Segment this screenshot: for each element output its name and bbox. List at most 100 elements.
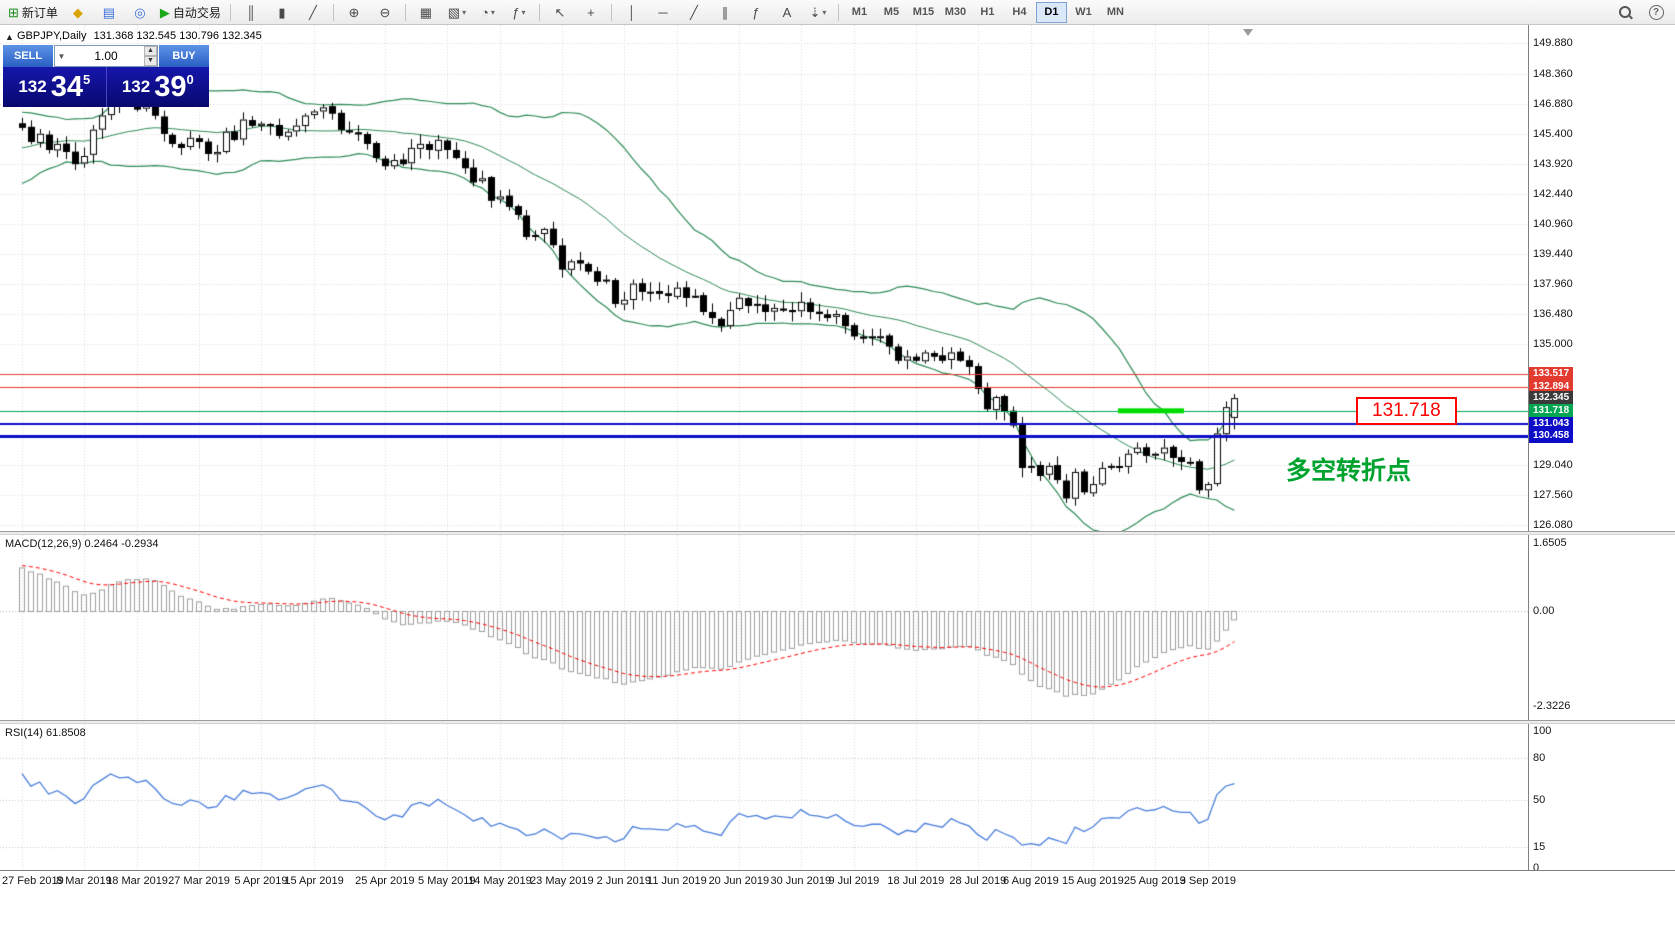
chart-shift-marker-icon[interactable] xyxy=(1243,29,1253,36)
trendline-icon: ╱ xyxy=(690,4,698,20)
rsi-canvas[interactable] xyxy=(0,724,1528,870)
arrows-button[interactable]: ⇣ ▾ xyxy=(803,1,833,24)
date-label: 3 Sep 2019 xyxy=(1179,875,1237,887)
market-watch-icon: ▤ xyxy=(102,4,116,20)
crosshair-icon: + xyxy=(587,4,595,20)
autotrading-button[interactable]: ▶ 自动交易 xyxy=(156,1,225,24)
search-button[interactable] xyxy=(1610,1,1640,24)
price-tick-label: 129.040 xyxy=(1533,459,1573,472)
periods-button[interactable]: ◔ ▾ xyxy=(473,1,503,24)
timeframe-m30[interactable]: M30 xyxy=(944,6,967,18)
zoom-in-button[interactable]: ⊕ xyxy=(339,1,369,24)
navigator-button[interactable]: ◎ xyxy=(125,1,155,24)
symbol-label: GBPJPY,Daily xyxy=(17,30,87,42)
horizontal-line-icon: ─ xyxy=(658,4,668,20)
timeframe-mn[interactable]: MN xyxy=(1106,6,1124,18)
sell-price-display[interactable]: 132 34 5 xyxy=(3,67,107,107)
main-toolbar: ⊞ 新订单 ◆ ▤ ◎ ▶ 自动交易 ║ ▮ ╱ ⊕ ⊖ ▦ ▧ ▾ ◔ ▾ ƒ ▾ ↖ + │ ─ ╱ ∥ ƒ A ⇣ ▾ M1 M5 M1… xyxy=(0,0,1675,25)
cursor-button[interactable]: ↖ xyxy=(545,1,575,24)
price-annotation-box[interactable]: 131.718 xyxy=(1356,397,1457,425)
date-label: 18 Mar 2019 xyxy=(106,875,168,887)
turning-point-annotation[interactable]: 多空转折点 xyxy=(1286,457,1412,485)
rsi-label: RSI(14) 61.8508 xyxy=(5,727,86,739)
volume-increase-button[interactable]: ▲ xyxy=(144,46,157,56)
toolbar-separator xyxy=(610,3,612,21)
toolbar-separator xyxy=(229,3,231,21)
price-tick-label: 140.960 xyxy=(1533,217,1573,230)
volume-decrease-button[interactable]: ▼ xyxy=(144,56,157,66)
date-label: 20 Jun 2019 xyxy=(708,875,770,887)
dropdown-caret-icon: ▾ xyxy=(521,7,526,17)
toolbar-separator xyxy=(404,3,406,21)
bar-chart-button[interactable]: ║ xyxy=(236,1,266,24)
buy-price-pips: 39 xyxy=(154,71,187,103)
sell-button[interactable]: SELL xyxy=(3,45,53,67)
market-watch-button[interactable]: ▤ xyxy=(94,1,124,24)
timeframe-m15[interactable]: M15 xyxy=(912,6,935,18)
macd-canvas[interactable] xyxy=(0,535,1528,720)
new-order-icon: ⊞ xyxy=(8,4,19,20)
toolbar-separator xyxy=(538,3,540,21)
text-button[interactable]: A xyxy=(772,1,802,24)
timeframe-d1[interactable]: D1 xyxy=(1035,1,1067,23)
sell-price-base: 132 xyxy=(18,77,47,96)
indicators-button[interactable]: ƒ ▾ xyxy=(504,1,534,24)
date-label: 15 Apr 2019 xyxy=(284,875,344,887)
date-label: 5 May 2019 xyxy=(418,875,476,887)
date-label: 5 Apr 2019 xyxy=(234,875,288,887)
buy-price-display[interactable]: 132 39 0 xyxy=(107,67,210,107)
trendline-button[interactable]: ╱ xyxy=(679,1,709,24)
metaeditor-button[interactable]: ◆ xyxy=(63,1,93,24)
line-chart-icon: ╱ xyxy=(309,4,317,20)
date-label: 28 Jul 2019 xyxy=(949,875,1007,887)
bar-chart-icon: ║ xyxy=(246,4,256,20)
timeframe-m1[interactable]: M1 xyxy=(851,6,868,18)
timeframe-w1[interactable]: W1 xyxy=(1075,6,1092,18)
date-label: 15 Aug 2019 xyxy=(1061,875,1124,887)
volume-dropdown-caret-icon[interactable]: ▼ xyxy=(57,51,66,61)
buy-price-sup: 0 xyxy=(186,72,194,87)
panel-separator[interactable] xyxy=(0,531,1675,535)
macd-label: MACD(12,26,9) 0.2464 -0.2934 xyxy=(5,538,159,550)
buy-button[interactable]: BUY xyxy=(159,45,209,67)
timeframe-m5[interactable]: M5 xyxy=(883,6,900,18)
volume-box: ▼ ▲ ▼ xyxy=(54,45,158,67)
horizontal-line-button[interactable]: ─ xyxy=(648,1,678,24)
price-tick-label: 148.360 xyxy=(1533,67,1573,80)
date-label: 30 Jun 2019 xyxy=(770,875,832,887)
price-scale[interactable]: 149.880 148.360 146.880 145.400 143.920 142.4… xyxy=(1528,25,1675,874)
price-tag-131.718: 131.718 xyxy=(1529,403,1574,418)
vertical-line-button[interactable]: │ xyxy=(617,1,647,24)
volume-input[interactable] xyxy=(68,46,144,66)
date-label: 23 May 2019 xyxy=(530,875,594,887)
timeframe-h4[interactable]: H4 xyxy=(1012,6,1027,18)
price-chart-canvas[interactable] xyxy=(0,25,1528,531)
templates-button[interactable]: ▧ ▾ xyxy=(442,1,472,24)
crosshair-button[interactable]: + xyxy=(576,1,606,24)
rsi-panel: RSI(14) 61.8508 xyxy=(0,724,1528,870)
timeframe-h1[interactable]: H1 xyxy=(980,6,995,18)
fibonacci-button[interactable]: ƒ xyxy=(741,1,771,24)
tile-windows-button[interactable]: ▦ xyxy=(411,1,441,24)
rsi-scale-label: 50 xyxy=(1533,793,1546,806)
sell-price-pips: 34 xyxy=(50,71,83,103)
date-label: 6 Aug 2019 xyxy=(1003,875,1059,887)
zoom-out-button[interactable]: ⊖ xyxy=(370,1,400,24)
date-label: 25 Aug 2019 xyxy=(1123,875,1186,887)
panel-separator[interactable] xyxy=(0,720,1675,724)
rsi-scale-label: 0 xyxy=(1533,862,1540,874)
candlestick-chart-button[interactable]: ▮ xyxy=(267,1,297,24)
new-order-button[interactable]: ⊞ 新订单 xyxy=(4,1,62,24)
dropdown-caret-icon: ▾ xyxy=(490,7,495,17)
date-label: 18 Jul 2019 xyxy=(887,875,945,887)
buy-price-base: 132 xyxy=(121,77,151,96)
tile-windows-icon: ▦ xyxy=(419,4,433,20)
help-button[interactable]: ? xyxy=(1641,1,1671,24)
time-axis[interactable]: 27 Feb 2019 8 Mar 2019 18 Mar 2019 27 Mar 2… xyxy=(0,870,1675,892)
vertical-line-icon: │ xyxy=(627,4,636,20)
line-chart-button[interactable]: ╱ xyxy=(298,1,328,24)
price-tick-label: 145.400 xyxy=(1533,127,1573,140)
price-tag-130.458: 130.458 xyxy=(1529,429,1574,444)
trade-panel-toggle[interactable]: ▲ xyxy=(5,32,14,42)
channel-button[interactable]: ∥ xyxy=(710,1,740,24)
